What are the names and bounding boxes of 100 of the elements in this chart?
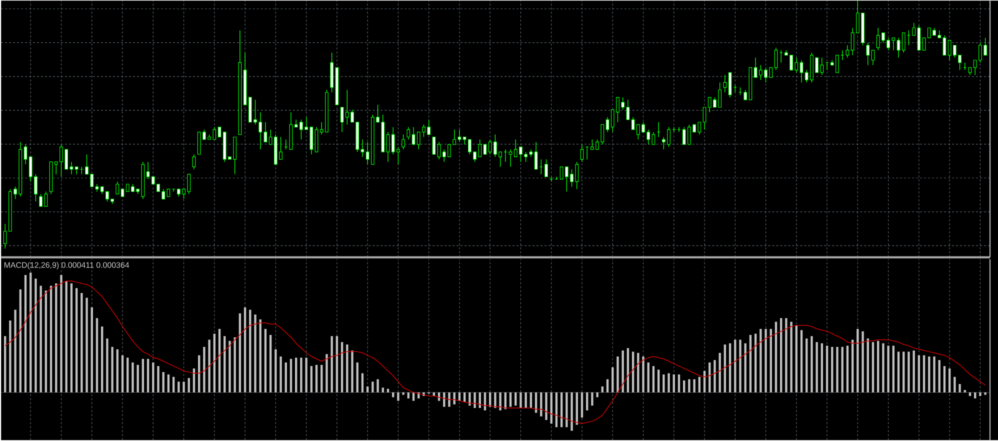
bar <box>116 349 119 393</box>
bar <box>315 365 318 393</box>
bar <box>570 392 573 431</box>
bar <box>683 380 686 393</box>
bar <box>974 392 976 399</box>
candlestick <box>402 134 405 150</box>
bar <box>372 382 374 393</box>
bar <box>718 353 721 393</box>
bar <box>4 336 6 393</box>
candlestick <box>728 72 732 98</box>
bar <box>132 362 134 393</box>
bar <box>652 366 655 393</box>
bar <box>770 329 772 393</box>
bar <box>948 368 951 393</box>
bar <box>259 319 262 393</box>
bar <box>55 284 58 393</box>
bar <box>622 350 624 393</box>
bar <box>831 347 834 393</box>
bar <box>795 325 798 393</box>
bar <box>249 310 252 393</box>
bar <box>678 374 680 393</box>
candlestick <box>386 132 390 162</box>
bar <box>964 390 966 393</box>
bar <box>34 278 37 393</box>
bar <box>60 275 62 393</box>
bar <box>136 365 139 393</box>
bar <box>468 392 471 406</box>
bar <box>290 359 292 393</box>
candlestick <box>70 162 74 175</box>
candlestick <box>432 136 436 155</box>
bar <box>86 298 88 393</box>
bar <box>121 355 124 393</box>
bar <box>336 336 338 393</box>
bar <box>596 392 598 398</box>
bar <box>346 344 348 393</box>
bar <box>591 392 594 406</box>
bar <box>213 334 216 393</box>
bar <box>754 334 757 393</box>
bar <box>264 329 267 393</box>
candlestick <box>723 74 727 93</box>
bar <box>933 356 936 393</box>
bar <box>142 359 144 393</box>
candlestick <box>942 35 946 56</box>
bar <box>305 358 308 393</box>
bar <box>310 366 313 393</box>
bar <box>606 379 609 393</box>
candlestick <box>218 126 222 138</box>
bar <box>647 362 650 393</box>
candlestick <box>437 142 441 160</box>
bar <box>764 329 767 393</box>
candlestick <box>652 132 656 145</box>
bar <box>642 356 644 393</box>
candlestick <box>314 126 318 152</box>
bar <box>167 374 170 393</box>
bar <box>234 337 236 393</box>
bar <box>397 392 400 401</box>
bar <box>918 355 920 393</box>
candlestick <box>264 122 268 142</box>
bar <box>739 340 742 393</box>
bar <box>897 352 900 393</box>
bar <box>30 272 32 393</box>
candlestick <box>846 45 850 58</box>
bar <box>672 374 675 393</box>
bar <box>376 379 379 393</box>
candlestick <box>896 38 900 58</box>
candlestick <box>800 60 804 83</box>
candlestick <box>656 122 660 138</box>
candlestick <box>866 42 870 66</box>
bar <box>887 346 890 393</box>
bar <box>24 275 27 393</box>
bar <box>545 392 548 420</box>
bar <box>407 392 410 399</box>
bar <box>356 362 358 393</box>
bar <box>806 338 808 393</box>
bar <box>954 376 956 393</box>
bar <box>188 378 190 393</box>
bar <box>14 310 16 393</box>
bar <box>244 307 246 393</box>
bar <box>785 318 788 393</box>
bar <box>126 358 129 393</box>
bar <box>836 347 838 393</box>
bar <box>524 392 527 408</box>
candlestick <box>508 149 512 168</box>
bar <box>520 392 522 408</box>
bar <box>760 329 762 393</box>
bar <box>714 360 716 393</box>
bar <box>938 360 940 393</box>
candlestick <box>871 50 875 66</box>
bar <box>50 286 52 393</box>
bar <box>612 367 614 393</box>
bar <box>662 374 665 393</box>
bar <box>928 356 930 393</box>
candlestick <box>340 107 344 133</box>
bar <box>294 358 298 393</box>
bar <box>586 392 588 411</box>
bar <box>826 346 828 393</box>
bar <box>616 356 619 393</box>
bar <box>90 307 93 393</box>
bar <box>668 373 670 393</box>
candlestick <box>702 107 706 130</box>
